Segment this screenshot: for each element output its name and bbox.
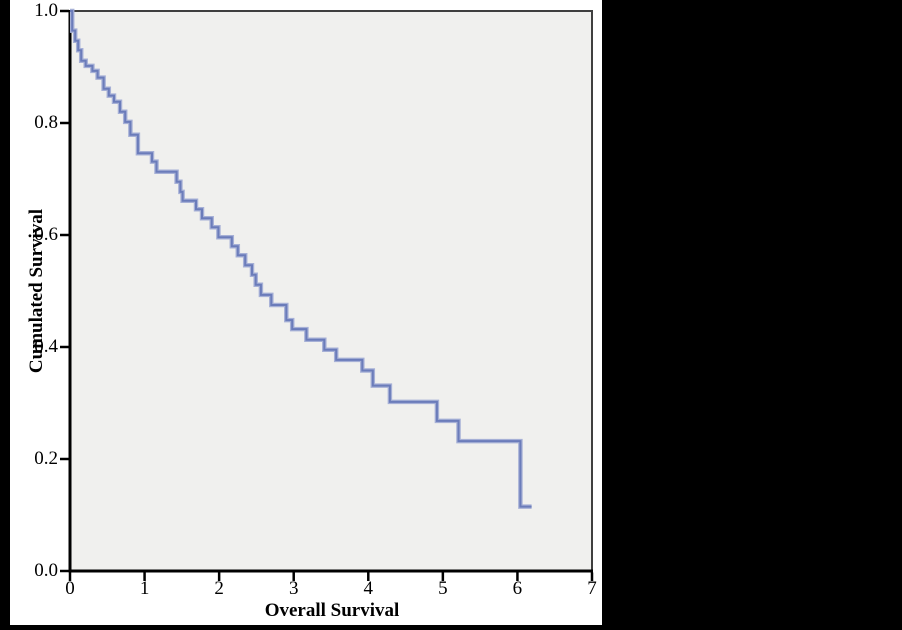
plot-area-svg	[60, 8, 594, 581]
x-tick-label: 7	[587, 578, 597, 599]
chart-panel: 0.0 0.2 0.4 0.6 0.8 1.0 0 1 2 3 4 5 6 7 Cumulated Sur…	[10, 0, 602, 625]
plot-background	[69, 10, 593, 572]
y-tick-label: 0.8	[34, 112, 58, 133]
y-tick-label: 0.4	[34, 336, 58, 357]
survival-curve	[70, 10, 532, 508]
y-axis-title: Cumulated Survival	[26, 208, 47, 374]
x-axis-title: Overall Survival	[264, 600, 400, 621]
x-tick-label: 6	[512, 578, 523, 599]
x-tick-label: 4	[363, 578, 374, 599]
y-tick-label: 1.0	[34, 0, 58, 21]
x-tick-label: 0	[65, 578, 75, 599]
x-tick-label: 5	[438, 578, 448, 599]
y-tick-label: 0.0	[34, 560, 58, 581]
x-tick-label: 3	[288, 578, 299, 599]
x-tick-label: 1	[139, 578, 150, 599]
y-tick-label: 0.2	[34, 448, 58, 469]
y-tick-label: 0.6	[34, 224, 58, 245]
x-tick-label: 2	[214, 578, 224, 599]
